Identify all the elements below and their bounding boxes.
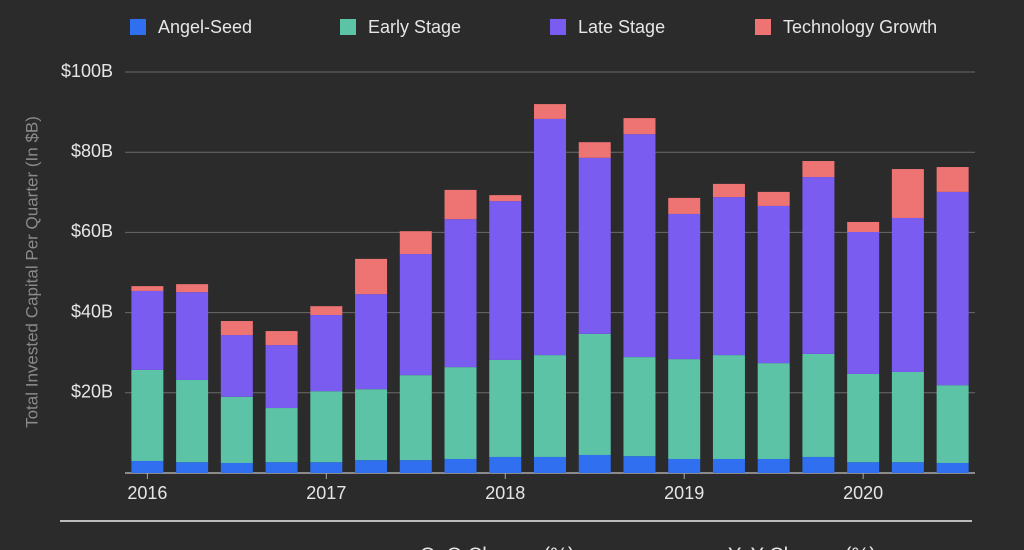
- legend-swatch: [340, 19, 356, 35]
- bar-segment: [891, 169, 924, 218]
- bar-segment: [623, 118, 656, 135]
- legend-swatch: [755, 19, 771, 35]
- bar-segment: [489, 201, 522, 360]
- legend-swatch: [550, 19, 566, 35]
- bar-segment: [399, 460, 432, 473]
- bar-segment: [355, 258, 388, 295]
- bar-segment: [131, 290, 164, 370]
- bar-segment: [578, 142, 611, 158]
- bar-segment: [176, 284, 209, 293]
- x-tick-label: 2018: [485, 483, 525, 503]
- bar-segment: [847, 231, 880, 374]
- x-tick-label: 2017: [306, 483, 346, 503]
- bar-segment: [712, 183, 745, 198]
- bar-segment: [265, 408, 298, 463]
- bar-segment: [891, 217, 924, 372]
- bar-segment: [131, 369, 164, 461]
- bar-segment: [623, 456, 656, 473]
- bar-segment: [131, 460, 164, 473]
- bar-segment: [310, 462, 343, 473]
- x-tick-label: 2016: [127, 483, 167, 503]
- bar-segment: [668, 359, 701, 459]
- bar-segment: [534, 118, 566, 356]
- y-axis-label: Total Invested Capital Per Quarter (In $…: [22, 116, 41, 428]
- bar-segment: [444, 458, 477, 473]
- bar-segment: [265, 462, 298, 473]
- bar-segment: [668, 213, 701, 360]
- bar-segment: [265, 345, 298, 409]
- bar-segment: [310, 306, 343, 316]
- bar-segment: [712, 197, 745, 356]
- bar-segment: [444, 367, 477, 459]
- y-tick-label: $40B: [71, 301, 113, 321]
- bar-segment: [444, 189, 477, 220]
- bar-segment: [623, 134, 656, 358]
- bar-segment: [131, 286, 164, 291]
- bar-segment: [668, 197, 701, 214]
- legend-swatch: [130, 19, 146, 35]
- bar-segment: [936, 167, 969, 192]
- bar-segment: [176, 462, 209, 473]
- bar-segment: [847, 373, 880, 463]
- bar-segment: [310, 391, 343, 463]
- bar-segment: [802, 161, 835, 178]
- x-tick-label: 2020: [843, 483, 883, 503]
- bar-segment: [534, 456, 566, 473]
- bar-segment: [936, 462, 969, 473]
- bar-segment: [310, 315, 343, 392]
- bar-segment: [757, 191, 790, 206]
- bar-segment: [757, 458, 790, 473]
- bar-segment: [220, 335, 253, 397]
- footer-label: YoY Change (%): [728, 544, 876, 550]
- bar-segment: [757, 363, 790, 459]
- legend-label: Technology Growth: [783, 17, 937, 37]
- bar-segment: [220, 396, 253, 463]
- bar-segment: [220, 462, 253, 473]
- bar-segment: [220, 321, 253, 336]
- bar-segment: [176, 292, 209, 380]
- legend-label: Angel-Seed: [158, 17, 252, 37]
- bar-segment: [578, 454, 611, 473]
- bar-segment: [891, 371, 924, 463]
- bar-segment: [265, 331, 298, 346]
- y-tick-label: $100B: [61, 61, 113, 81]
- bar-segment: [712, 458, 745, 473]
- legend-label: Late Stage: [578, 17, 665, 37]
- y-tick-label: $80B: [71, 141, 113, 161]
- bar-segment: [802, 177, 835, 354]
- bar-segment: [668, 458, 701, 473]
- bar-segment: [578, 157, 611, 334]
- bar-segment: [355, 294, 388, 390]
- legend-label: Early Stage: [368, 17, 461, 37]
- y-tick-label: $20B: [71, 382, 113, 402]
- bar-segment: [891, 462, 924, 473]
- bar-segment: [355, 389, 388, 461]
- bar-segment: [712, 355, 745, 459]
- bar-segment: [623, 357, 656, 457]
- bar-segment: [399, 254, 432, 376]
- bar-segment: [399, 375, 432, 461]
- bar-segment: [176, 379, 209, 463]
- bar-segment: [936, 191, 969, 386]
- bar-segment: [444, 219, 477, 368]
- bar-segment: [534, 355, 566, 457]
- x-tick-label: 2019: [664, 483, 704, 503]
- bar-segment: [936, 385, 969, 463]
- bar-segment: [534, 104, 566, 119]
- bar-segment: [489, 456, 522, 473]
- bar-segment: [757, 205, 790, 364]
- bar-segment: [355, 460, 388, 473]
- bar-segment: [399, 231, 432, 255]
- bar-segment: [847, 462, 880, 473]
- bar-segment: [578, 333, 611, 455]
- y-tick-label: $60B: [71, 221, 113, 241]
- bar-segment: [802, 456, 835, 473]
- bar-segment: [489, 359, 522, 457]
- bar-segment: [489, 195, 522, 202]
- bar-segment: [847, 221, 880, 232]
- bar-segment: [802, 353, 835, 457]
- footer-label: QoQ Change (%): [420, 544, 575, 550]
